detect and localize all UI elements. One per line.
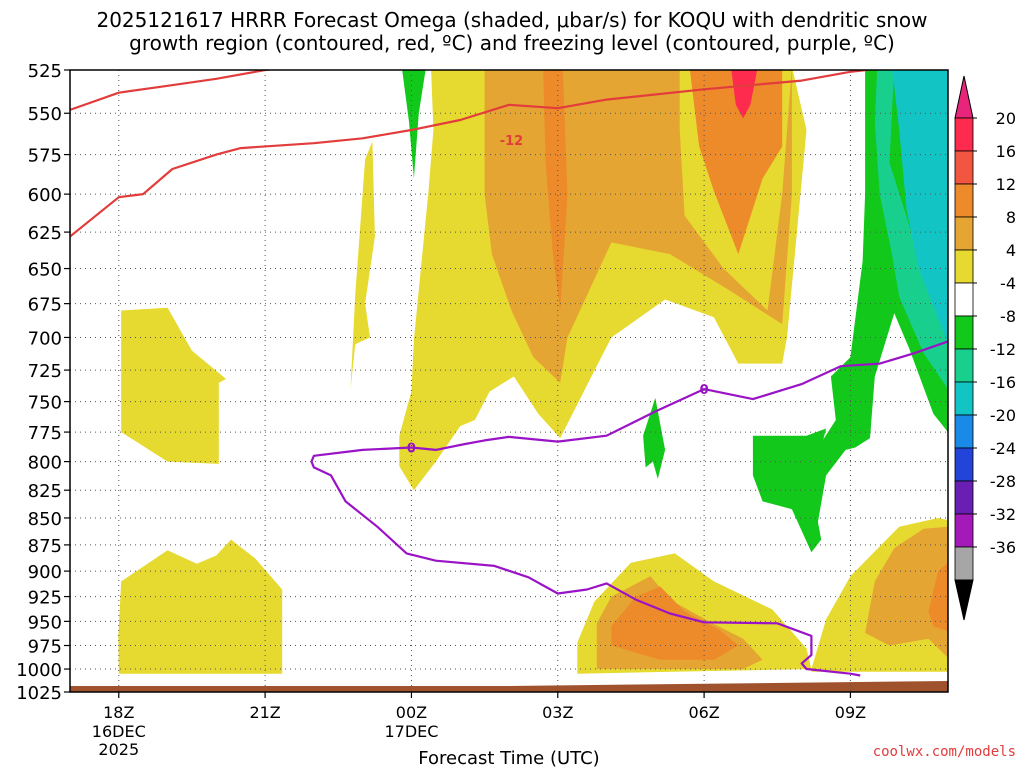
y-tick-label: 875 — [28, 536, 62, 557]
colorbar-swatch — [954, 150, 974, 185]
chart-title-line-2: growth region (contoured, red, ºC) and f… — [129, 31, 895, 55]
y-tick-label: 575 — [28, 146, 62, 167]
terrain-edge — [70, 681, 948, 688]
y-tick-label: 925 — [28, 588, 62, 609]
colorbar-label: -4 — [1000, 274, 1016, 293]
y-tick-label: 825 — [28, 481, 62, 502]
y-tick-label: 775 — [28, 423, 62, 444]
omega-region-4-1 — [643, 397, 666, 479]
colorbar-arrow-top — [954, 75, 974, 119]
omega-region-3-0 — [731, 70, 758, 119]
omega-region-5-0 — [874, 70, 948, 390]
x-tick-label: 03Z — [542, 703, 573, 722]
colorbar-swatch — [954, 216, 974, 251]
colorbar-swatch — [954, 249, 974, 284]
colorbar-swatch — [954, 315, 974, 350]
contour-dendritic--12c — [70, 70, 877, 238]
colorbar-swatch — [954, 282, 974, 317]
colorbar-swatch — [954, 546, 974, 581]
contour-freezing-level-0c-upper — [310, 340, 948, 463]
y-tick-label: 725 — [28, 361, 62, 382]
colorbar-swatch — [954, 414, 974, 449]
grid-lines — [70, 69, 948, 693]
x-tick-label: 21Z — [249, 703, 280, 722]
colorbar-label: 16 — [996, 142, 1016, 161]
chart-title-line-1: 2025121617 HRRR Forecast Omega (shaded, … — [96, 8, 928, 32]
colorbar-swatch — [954, 348, 974, 383]
colorbar-label: 4 — [1006, 241, 1016, 260]
y-tick-label: 750 — [28, 393, 62, 414]
contour-lines: -12 0 0 — [70, 70, 948, 677]
colorbar-label: 20 — [996, 109, 1016, 128]
x-tick-date: 17DEC — [384, 722, 438, 741]
colorbar-label: -24 — [990, 439, 1016, 458]
y-tick-label: 625 — [28, 223, 62, 244]
y-tick-label: 1000 — [16, 660, 62, 681]
omega-region-0-2 — [121, 307, 227, 464]
x-tick-label: 18Z — [103, 703, 134, 722]
y-tick-label: 600 — [28, 185, 62, 206]
omega-region-0-1 — [118, 539, 283, 674]
omega-shading — [70, 70, 948, 692]
y-tick-label: 975 — [28, 637, 62, 658]
omega-region-0-3 — [350, 141, 375, 390]
colorbar-arrow-bottom — [954, 579, 974, 621]
y-tick-label: 650 — [28, 260, 62, 281]
y-tick-label: 525 — [28, 61, 62, 82]
omega-region-2-0 — [543, 70, 568, 311]
x-tick-year: 2025 — [98, 740, 139, 759]
y-tick-label: 1025 — [16, 683, 62, 704]
colorbar-label: -16 — [990, 373, 1016, 392]
y-tick-label: 550 — [28, 104, 62, 125]
axes: 525 550 575 600 625 650 675 700 725 750 775 800 825 8… — [16, 61, 949, 759]
colorbar-label: 12 — [996, 175, 1016, 194]
colorbar-label: -32 — [990, 505, 1016, 524]
colorbar-swatch — [954, 117, 974, 152]
y-tick-label: 850 — [28, 509, 62, 530]
x-tick-date: 16DEC — [92, 722, 146, 741]
omega-region-2-1 — [689, 70, 783, 255]
colorbar-label: -8 — [1000, 307, 1016, 326]
contour-dendritic--12c-upper — [70, 70, 276, 111]
x-tick-label: 09Z — [835, 703, 866, 722]
omega-region-1-2 — [865, 526, 948, 658]
y-tick-label: 950 — [28, 612, 62, 633]
colorbar-swatch — [954, 381, 974, 416]
colorbar-label: -28 — [990, 472, 1016, 491]
colorbar-label: 8 — [1006, 208, 1016, 227]
colorbar-swatch — [954, 513, 974, 548]
colorbar: 20 16 12 8 4 -4 -8 -12 -16 -20 -24 -28 -32 -36 — [954, 75, 1016, 621]
y-tick-label: 700 — [28, 328, 62, 349]
contour-label: 0 — [700, 383, 709, 398]
colorbar-label: -12 — [990, 340, 1016, 359]
terrain-band — [70, 686, 948, 692]
contour-label: -12 — [500, 134, 524, 149]
omega-region-2-3 — [928, 562, 948, 632]
contour-label: 0 — [407, 442, 416, 457]
colorbar-label: -20 — [990, 406, 1016, 425]
y-tick-label: 675 — [28, 295, 62, 316]
colorbar-label: -36 — [990, 538, 1016, 557]
watermark: coolwx.com/models — [872, 744, 1016, 760]
x-axis-label: Forecast Time (UTC) — [418, 748, 599, 768]
x-tick-label: 06Z — [688, 703, 719, 722]
colorbar-swatch — [954, 447, 974, 482]
x-tick-label: 00Z — [396, 703, 427, 722]
y-tick-label: 800 — [28, 453, 62, 474]
plot-frame — [69, 69, 949, 693]
colorbar-swatch — [954, 480, 974, 515]
omega-region-4-0 — [402, 70, 426, 179]
omega-region-6-0 — [892, 70, 948, 345]
contour-freezing-level-0c — [310, 461, 861, 677]
y-tick-label: 900 — [28, 562, 62, 583]
omega-region-2-2 — [611, 586, 739, 660]
colorbar-swatch — [954, 183, 974, 218]
